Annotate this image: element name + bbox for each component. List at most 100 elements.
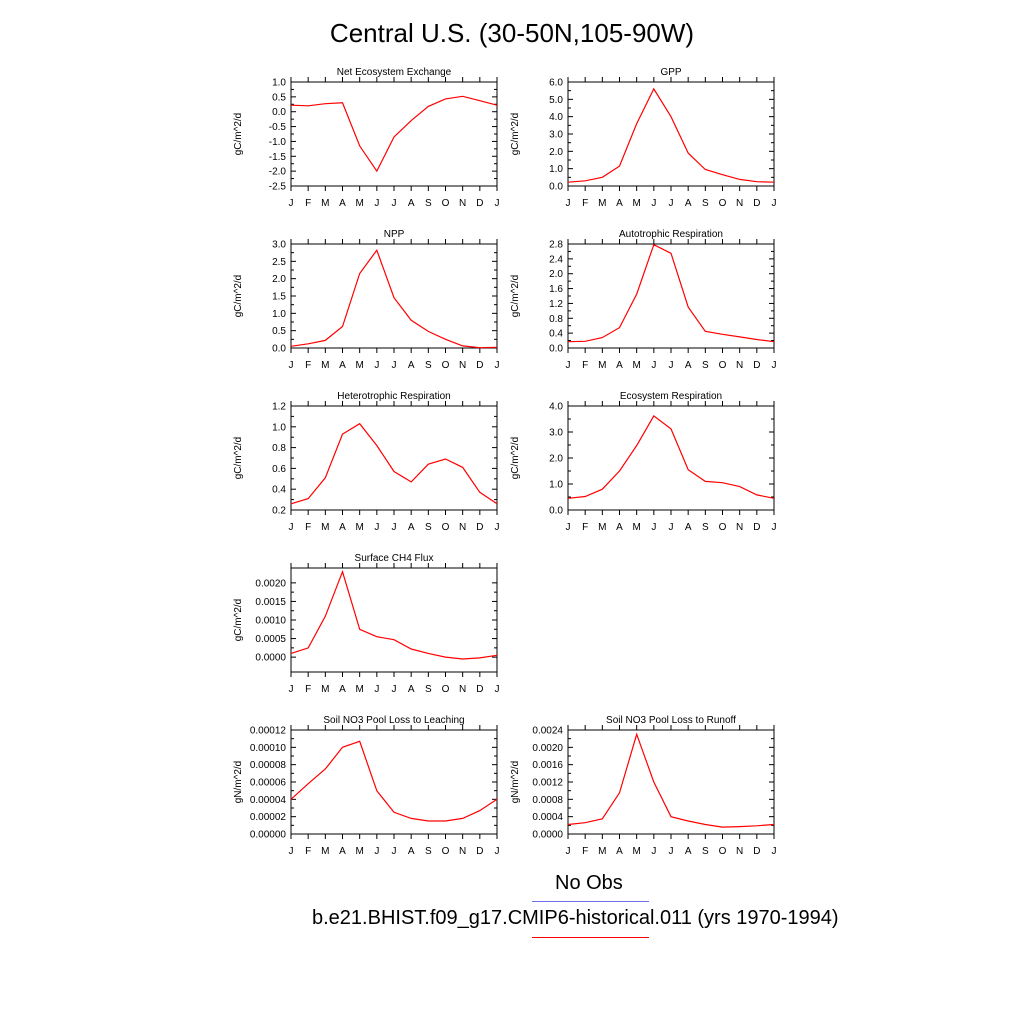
autotrophic-respiration-xtick-label: O — [719, 360, 727, 371]
legend-obs-line — [532, 901, 649, 902]
surface-ch4-flux-xtick-label: S — [425, 684, 432, 695]
npp-xtick-label: J — [374, 360, 379, 371]
gpp-frame — [567, 81, 775, 187]
surface-ch4-flux-xtick-label: A — [408, 684, 415, 695]
soil-no3-pool-loss-to-runoff-frame — [567, 729, 775, 835]
gpp-xtick-label: J — [772, 198, 777, 209]
heterotrophic-respiration-panel: Heterotrophic Respiration gC/m^2/d 1.2 1.0 0… — [233, 391, 500, 533]
soil-no3-pool-loss-to-leaching-xtick-label: J — [495, 846, 500, 857]
heterotrophic-respiration-ytick-label: 0.2 — [272, 506, 286, 517]
gpp-xtick-label: S — [702, 198, 709, 209]
ecosystem-respiration-ytick-label: 1.0 — [549, 480, 563, 491]
soil-no3-pool-loss-to-leaching-series-line — [290, 740, 498, 822]
legend-model-line — [532, 937, 649, 938]
ecosystem-respiration-ytick-label: 4.0 — [549, 402, 563, 413]
soil-no3-pool-loss-to-runoff-panel: Soil NO3 Pool Loss to Runoff gN/m^2/d 0.00… — [510, 715, 777, 857]
net-ecosystem-exchange-ytick-label: -0.5 — [269, 122, 287, 133]
soil-no3-pool-loss-to-leaching-xtick-label: A — [339, 846, 346, 857]
surface-ch4-flux-ylabel: gC/m^2/d — [233, 599, 244, 642]
soil-no3-pool-loss-to-runoff-title: Soil NO3 Pool Loss to Runoff — [606, 715, 736, 726]
gpp-series-line — [567, 87, 775, 183]
autotrophic-respiration-xtick-label: M — [632, 360, 640, 371]
heterotrophic-respiration-xtick-label: D — [476, 522, 483, 533]
gpp-title: GPP — [660, 67, 681, 78]
gpp-xtick-label: N — [736, 198, 743, 209]
soil-no3-pool-loss-to-runoff-xtick-label: A — [616, 846, 623, 857]
ecosystem-respiration-panel: Ecosystem Respiration gC/m^2/d 4.0 3.0 2.0 1.… — [510, 391, 777, 533]
soil-no3-pool-loss-to-runoff-ylabel: gN/m^2/d — [510, 761, 521, 804]
soil-no3-pool-loss-to-leaching-ytick-label: 0.00002 — [250, 812, 287, 823]
net-ecosystem-exchange-title: Net Ecosystem Exchange — [337, 67, 452, 78]
soil-no3-pool-loss-to-runoff-xtick-label: M — [632, 846, 640, 857]
autotrophic-respiration-xtick-label: A — [616, 360, 623, 371]
soil-no3-pool-loss-to-runoff-ytick-label: 0.0016 — [532, 760, 563, 771]
soil-no3-pool-loss-to-leaching-ylabel: gN/m^2/d — [233, 761, 244, 804]
soil-no3-pool-loss-to-runoff-ytick-label: 0.0020 — [532, 743, 563, 754]
net-ecosystem-exchange-xtick-label: F — [305, 198, 311, 209]
npp-xtick-label: M — [321, 360, 329, 371]
net-ecosystem-exchange-xtick-label: J — [495, 198, 500, 209]
autotrophic-respiration-xtick-label: J — [669, 360, 674, 371]
soil-no3-pool-loss-to-leaching-xtick-label: S — [425, 846, 432, 857]
soil-no3-pool-loss-to-runoff-xtick-label: F — [582, 846, 588, 857]
net-ecosystem-exchange-ytick-label: -2.5 — [269, 182, 287, 193]
gpp-ytick-label: 2.0 — [549, 147, 563, 158]
autotrophic-respiration-ytick-label: 1.2 — [549, 299, 563, 310]
npp-xtick-label: S — [425, 360, 432, 371]
net-ecosystem-exchange-series-line — [290, 95, 498, 173]
heterotrophic-respiration-series-line — [290, 422, 498, 505]
net-ecosystem-exchange-panel: Net Ecosystem Exchange gC/m^2/d 1.0 0.5 0.0 -… — [233, 67, 500, 209]
heterotrophic-respiration-xtick-label: A — [339, 522, 346, 533]
heterotrophic-respiration-xtick-label: J — [392, 522, 397, 533]
autotrophic-respiration-xtick-label: D — [753, 360, 760, 371]
net-ecosystem-exchange-ytick-label: 0.5 — [272, 92, 286, 103]
soil-no3-pool-loss-to-leaching-xtick-label: O — [442, 846, 450, 857]
autotrophic-respiration-ytick-label: 2.0 — [549, 269, 563, 280]
gpp-xtick-label: F — [582, 198, 588, 209]
net-ecosystem-exchange-xtick-label: M — [321, 198, 329, 209]
surface-ch4-flux-panel: Surface CH4 Flux gC/m^2/d 0.0020 0.0015 0.00… — [233, 553, 500, 695]
ecosystem-respiration-ylabel: gC/m^2/d — [510, 437, 521, 480]
net-ecosystem-exchange-xtick-label: D — [476, 198, 483, 209]
legend-obs-label: No Obs — [555, 872, 623, 894]
autotrophic-respiration-xtick-label: N — [736, 360, 743, 371]
surface-ch4-flux-xtick-label: M — [355, 684, 363, 695]
npp-ytick-label: 1.5 — [272, 292, 286, 303]
ecosystem-respiration-xtick-label: D — [753, 522, 760, 533]
net-ecosystem-exchange-xtick-label: A — [408, 198, 415, 209]
gpp-xtick-label: J — [566, 198, 571, 209]
net-ecosystem-exchange-xtick-label: N — [459, 198, 466, 209]
npp-ytick-label: 2.5 — [272, 257, 286, 268]
surface-ch4-flux-ytick-label: 0.0020 — [255, 578, 286, 589]
ecosystem-respiration-xtick-label: M — [632, 522, 640, 533]
npp-series-line — [290, 248, 498, 349]
soil-no3-pool-loss-to-leaching-xtick-label: J — [392, 846, 397, 857]
surface-ch4-flux-xtick-label: J — [374, 684, 379, 695]
npp-xtick-label: M — [355, 360, 363, 371]
surface-ch4-flux-frame — [290, 567, 498, 673]
heterotrophic-respiration-xtick-label: A — [408, 522, 415, 533]
surface-ch4-flux-xtick-label: J — [495, 684, 500, 695]
surface-ch4-flux-ytick-label: 0.0010 — [255, 616, 286, 627]
autotrophic-respiration-xtick-label: M — [598, 360, 606, 371]
surface-ch4-flux-xtick-label: F — [305, 684, 311, 695]
ecosystem-respiration-xtick-label: N — [736, 522, 743, 533]
soil-no3-pool-loss-to-leaching-panel: Soil NO3 Pool Loss to Leaching gN/m^2/d 0.… — [233, 715, 500, 857]
autotrophic-respiration-ytick-label: 2.4 — [549, 254, 563, 265]
npp-xtick-label: D — [476, 360, 483, 371]
soil-no3-pool-loss-to-runoff-xtick-label: J — [669, 846, 674, 857]
heterotrophic-respiration-ytick-label: 1.2 — [272, 402, 286, 413]
surface-ch4-flux-ytick-label: 0.0015 — [255, 597, 286, 608]
ecosystem-respiration-series-line — [567, 415, 775, 499]
gpp-xtick-label: A — [685, 198, 692, 209]
gpp-xtick-label: J — [651, 198, 656, 209]
ecosystem-respiration-xtick-label: J — [669, 522, 674, 533]
npp-ytick-label: 0.0 — [272, 344, 286, 355]
surface-ch4-flux-xtick-label: O — [442, 684, 450, 695]
npp-title: NPP — [384, 229, 405, 240]
npp-xtick-label: F — [305, 360, 311, 371]
ecosystem-respiration-title: Ecosystem Respiration — [620, 391, 722, 402]
gpp-xtick-label: M — [632, 198, 640, 209]
soil-no3-pool-loss-to-leaching-xtick-label: J — [289, 846, 294, 857]
